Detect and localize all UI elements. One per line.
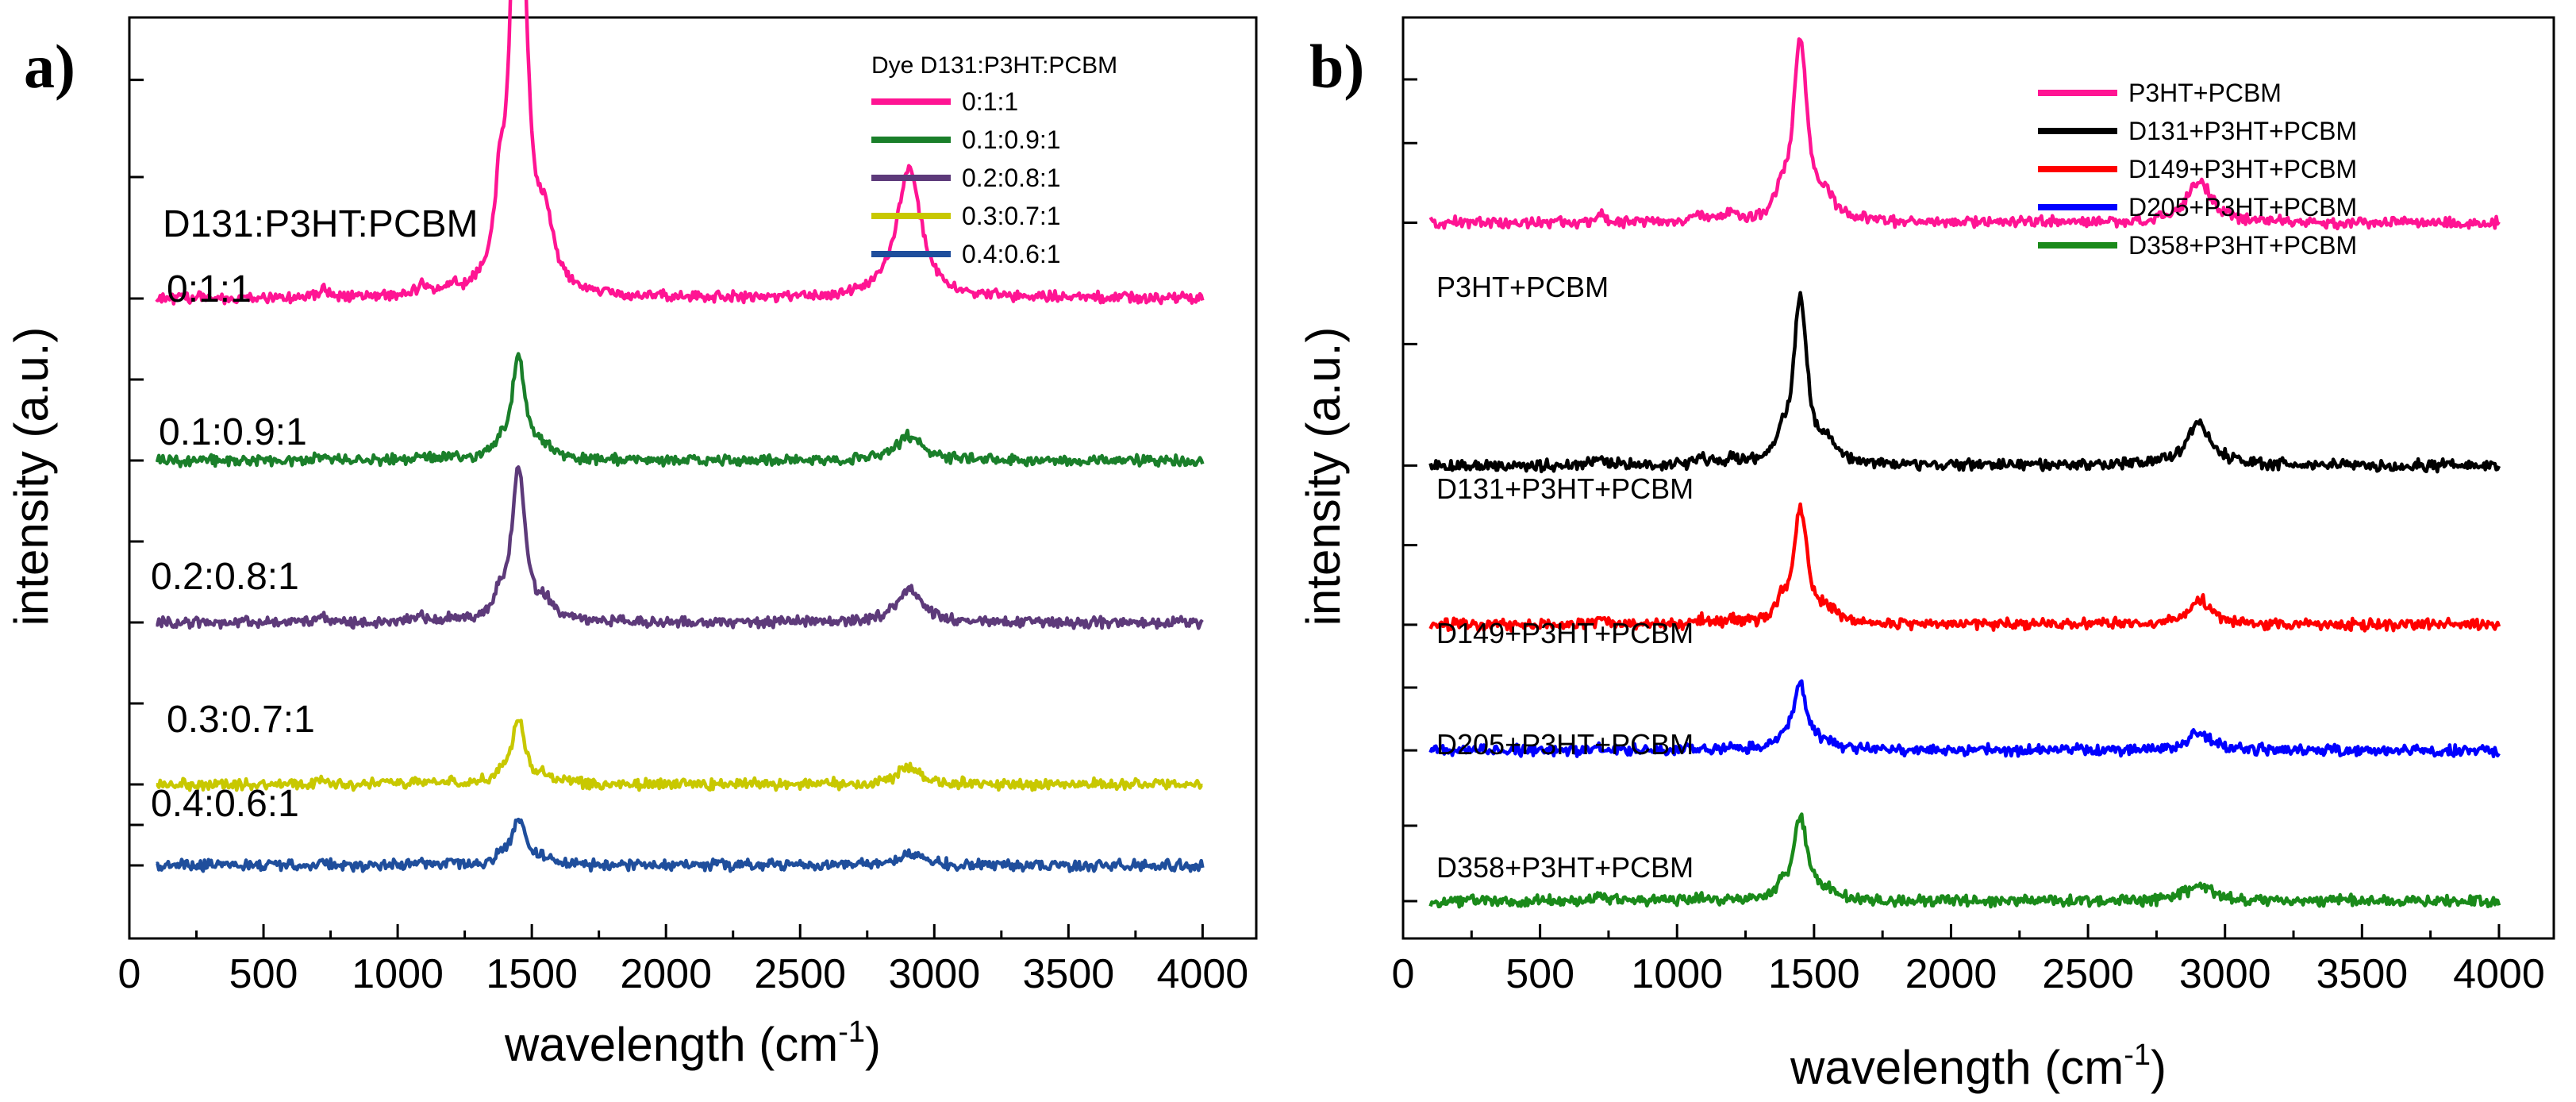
legend-entry: P3HT+PCBM (2128, 79, 2282, 107)
panel-a-curves (155, 0, 1205, 873)
x-tick-label: 500 (1505, 951, 1574, 997)
series-line (155, 0, 1205, 306)
panel-a-xlabel-main: wavelength (cm (504, 1018, 838, 1071)
x-tick-label: 3000 (2179, 951, 2271, 997)
panel-b-legend: P3HT+PCBM D131+P3HT+PCBM D149+P3HT+PCBM D20… (2038, 79, 2357, 260)
panel-b-xlabel-sup: -1 (2124, 1038, 2151, 1072)
panel-a-ticks: 0 500 1000 1500 2000 2500 3000 3500 4000 (118, 79, 1249, 997)
panel-a-annotation: D131:P3HT:PCBM (163, 203, 478, 245)
panel-b: b) 0 500 1000 1500 2000 2500 3000 3500 4000 P3HT… (1297, 16, 2555, 1094)
series-line (156, 719, 1203, 792)
series-line (1428, 37, 2501, 231)
x-tick-label: 1500 (1768, 951, 1860, 997)
series-line (155, 352, 1205, 468)
x-tick-label: 3500 (1022, 951, 1114, 997)
panel-b-ylabel: intensity (a.u.) (1297, 327, 1350, 626)
series-line (1428, 291, 2501, 474)
panel-b-label: b) (1309, 32, 1364, 101)
series-line (1428, 812, 2501, 909)
legend-entry: 0.1:0.9:1 (962, 125, 1061, 154)
panel-b-plot-frame (1401, 16, 2555, 940)
x-tick-label: 1500 (486, 951, 578, 997)
panel-a-ylabel: intensity (a.u.) (5, 327, 58, 626)
legend-entry: D358+P3HT+PCBM (2128, 231, 2357, 260)
x-tick-label: 0 (118, 951, 141, 997)
x-tick-label: 2000 (620, 951, 712, 997)
series-curve-label: D131+P3HT+PCBM (1436, 472, 1694, 505)
panel-b-curve-labels: P3HT+PCBM D131+P3HT+PCBM D149+P3HT+PCBM D20… (1436, 271, 1694, 884)
series-curve-label: 0:1:1 (167, 268, 252, 310)
series-curve-label: 0.2:0.8:1 (151, 556, 299, 598)
panel-a-xlabel-suffix: ) (865, 1018, 881, 1071)
x-tick-label: 2000 (1905, 951, 1997, 997)
panel-b-ticks: 0 500 1000 1500 2000 2500 3000 3500 4000 (1392, 78, 2545, 997)
panel-b-curves (1428, 37, 2501, 909)
panel-a: a) 0 500 1000 1500 2000 2500 3000 3500 4000 0:1:… (5, 0, 1258, 1071)
legend-entry: D205+P3HT+PCBM (2128, 193, 2357, 222)
panel-a-plot-frame (128, 16, 1258, 940)
series-line (1428, 502, 2501, 633)
x-tick-label: 3500 (2316, 951, 2408, 997)
x-tick-label: 4000 (1157, 951, 1249, 997)
x-tick-label: 1000 (1631, 951, 1723, 997)
panel-a-xlabel: wavelength (cm-1) (504, 1015, 881, 1071)
panel-b-xlabel-main: wavelength (cm (1790, 1041, 2124, 1094)
panel-b-xlabel-suffix: ) (2151, 1041, 2167, 1094)
series-curve-label: D205+P3HT+PCBM (1436, 728, 1694, 761)
x-tick-label: 3000 (888, 951, 980, 997)
legend-entry: D149+P3HT+PCBM (2128, 155, 2357, 183)
x-tick-label: 500 (229, 951, 298, 997)
legend-entry: 0.4:0.6:1 (962, 240, 1061, 268)
panel-a-legend-title: Dye D131:P3HT:PCBM (871, 52, 1117, 79)
legend-entry: 0:1:1 (962, 87, 1018, 116)
panel-a-label: a) (24, 32, 75, 101)
series-curve-label: P3HT+PCBM (1436, 271, 1609, 303)
panel-a-xlabel-sup: -1 (838, 1015, 865, 1049)
legend-entry: 0.2:0.8:1 (962, 164, 1061, 192)
panel-b-xlabel: wavelength (cm-1) (1790, 1038, 2167, 1094)
series-curve-label: D358+P3HT+PCBM (1436, 851, 1694, 884)
x-tick-label: 0 (1392, 951, 1415, 997)
series-curve-label: 0.1:0.9:1 (159, 411, 307, 453)
series-curve-label: 0.4:0.6:1 (151, 783, 299, 825)
series-line (156, 465, 1204, 630)
panel-a-curve-labels: 0:1:1 0.1:0.9:1 0.2:0.8:1 0.3:0.7:1 0.4:0.6:… (151, 268, 315, 825)
x-tick-label: 1000 (352, 951, 444, 997)
series-curve-label: D149+P3HT+PCBM (1436, 617, 1694, 649)
series-curve-label: 0.3:0.7:1 (167, 699, 315, 741)
x-tick-label: 4000 (2453, 951, 2545, 997)
panel-a-legend: Dye D131:P3HT:PCBM 0:1:1 0.1:0.9:1 0.2:0.8… (871, 52, 1117, 268)
x-tick-label: 2500 (2042, 951, 2134, 997)
series-line (1428, 679, 2501, 758)
x-tick-label: 2500 (754, 951, 846, 997)
series-line (156, 817, 1205, 873)
legend-entry: D131+P3HT+PCBM (2128, 117, 2357, 145)
legend-entry: 0.3:0.7:1 (962, 202, 1061, 230)
